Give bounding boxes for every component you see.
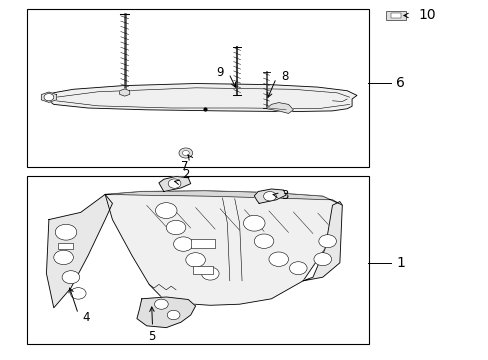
Circle shape (70, 288, 86, 299)
Circle shape (268, 252, 288, 266)
Bar (390, 13, 400, 18)
Circle shape (263, 192, 276, 201)
Circle shape (166, 220, 185, 235)
Text: 6: 6 (395, 76, 404, 90)
Circle shape (62, 271, 80, 284)
Bar (27, 9, 368, 167)
Text: 5: 5 (147, 330, 155, 343)
Circle shape (173, 237, 193, 251)
Text: 8: 8 (281, 70, 288, 83)
Polygon shape (105, 191, 342, 305)
Polygon shape (120, 89, 129, 96)
Bar (27, 176, 368, 344)
Circle shape (54, 250, 73, 265)
Circle shape (154, 299, 168, 309)
Text: 4: 4 (82, 311, 89, 324)
Circle shape (313, 253, 331, 266)
Bar (58, 243, 73, 249)
Circle shape (318, 235, 336, 248)
Circle shape (289, 262, 306, 275)
Text: 10: 10 (417, 9, 435, 22)
Bar (193, 266, 212, 274)
Polygon shape (254, 189, 285, 203)
Circle shape (155, 203, 177, 219)
Polygon shape (49, 84, 356, 112)
Bar (190, 239, 215, 248)
Text: 1: 1 (395, 256, 404, 270)
Text: 3: 3 (281, 189, 288, 202)
Text: 7: 7 (181, 160, 188, 173)
Circle shape (55, 224, 77, 240)
Circle shape (179, 148, 192, 158)
Circle shape (201, 267, 219, 280)
Text: 2: 2 (182, 168, 189, 181)
Polygon shape (266, 103, 293, 113)
Circle shape (243, 215, 264, 231)
Circle shape (254, 234, 273, 248)
Bar (386, 11, 405, 20)
Polygon shape (303, 202, 342, 281)
Circle shape (167, 310, 180, 320)
Circle shape (168, 179, 181, 188)
Polygon shape (159, 176, 190, 192)
Circle shape (182, 150, 189, 156)
Polygon shape (137, 297, 195, 328)
Circle shape (44, 94, 54, 101)
Polygon shape (46, 194, 112, 308)
Polygon shape (105, 191, 342, 205)
Polygon shape (41, 92, 57, 102)
Circle shape (185, 253, 205, 267)
Text: 9: 9 (216, 66, 224, 78)
